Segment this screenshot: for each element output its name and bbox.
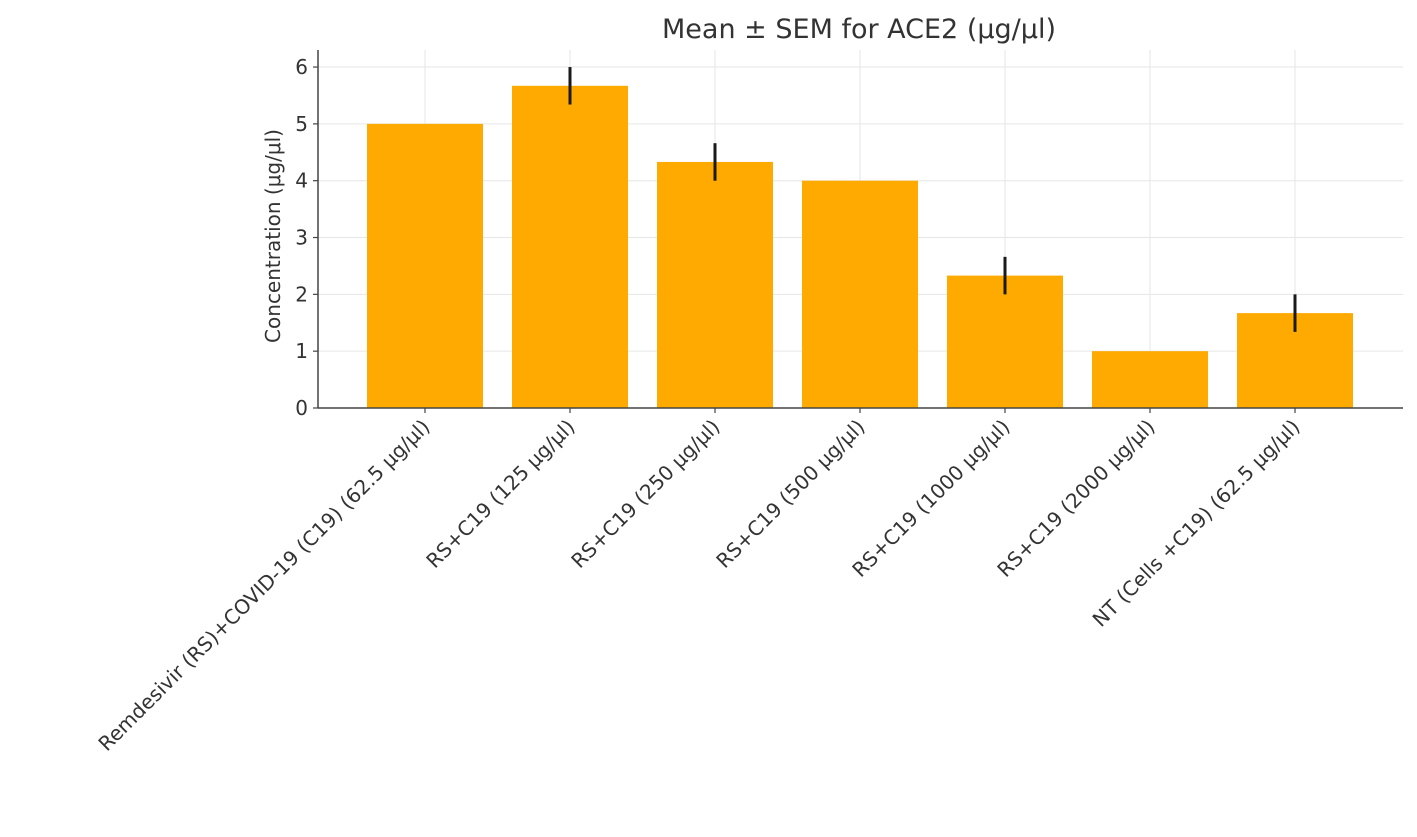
axes xyxy=(313,50,1403,413)
y-tick-label: 1 xyxy=(295,339,308,363)
bar xyxy=(367,123,483,408)
error-bars xyxy=(568,67,1297,332)
x-tick-label: RS+C19 (1000 μg/μl) xyxy=(847,415,1014,582)
y-tick-label: 2 xyxy=(295,282,308,306)
y-tick-label: 4 xyxy=(295,169,308,193)
y-tick-label: 6 xyxy=(295,55,308,79)
bar xyxy=(657,161,773,408)
y-tick-label: 5 xyxy=(295,112,308,136)
bar xyxy=(512,85,628,409)
bar xyxy=(1092,351,1208,408)
x-tick-label: RS+C19 (500 μg/μl) xyxy=(711,415,869,573)
chart-title: Mean ± SEM for ACE2 (μg/μl) xyxy=(662,14,1056,45)
bar xyxy=(947,275,1063,408)
x-tick-label: RS+C19 (250 μg/μl) xyxy=(566,415,724,573)
x-tick-label: RS+C19 (2000 μg/μl) xyxy=(992,415,1159,582)
x-tick-labels: Remdesivir (RS)+COVID-19 (C19) (62.5 μg/… xyxy=(93,415,1304,756)
y-tick-labels: 0 1 2 3 4 5 6 xyxy=(295,55,308,420)
x-tick-label: Remdesivir (RS)+COVID-19 (C19) (62.5 μg/… xyxy=(93,415,434,756)
y-tick-label: 3 xyxy=(295,226,308,250)
bars xyxy=(367,85,1353,409)
bar xyxy=(802,180,918,408)
y-tick-label: 0 xyxy=(295,396,308,420)
y-axis-label: Concentration (μg/μl) xyxy=(261,129,285,343)
x-tick-label: RS+C19 (125 μg/μl) xyxy=(421,415,579,573)
